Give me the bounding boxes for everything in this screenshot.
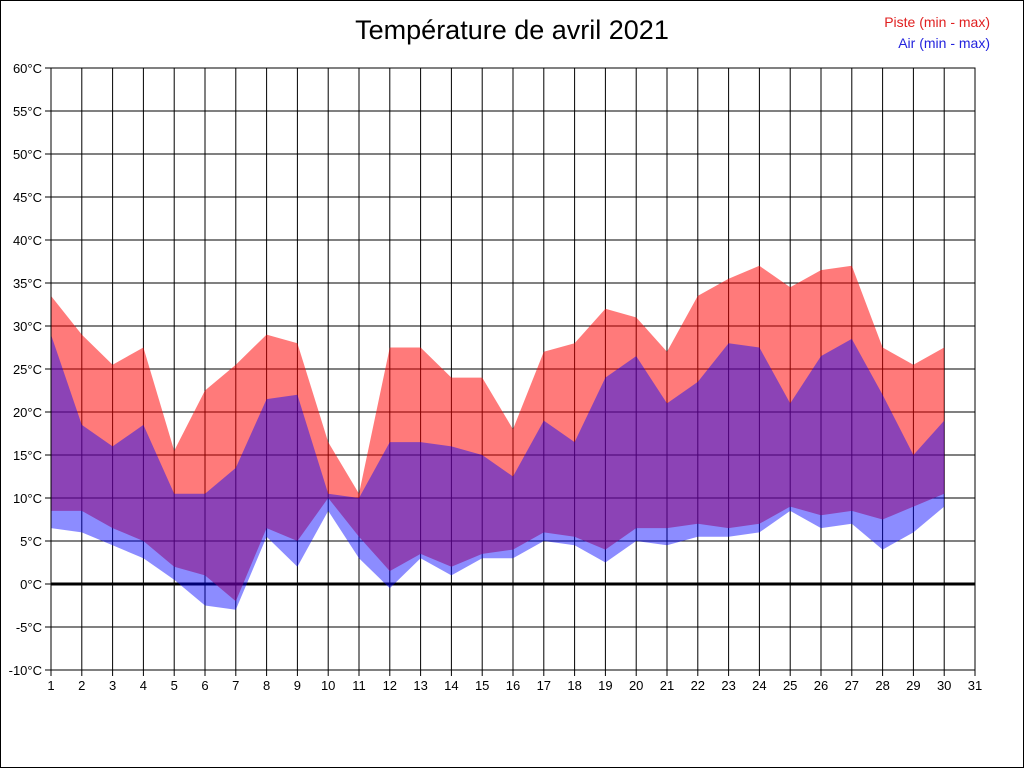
y-axis-label: 55°C — [13, 104, 42, 119]
x-axis-label: 1 — [47, 678, 54, 693]
x-axis-label: 17 — [537, 678, 551, 693]
x-axis-label: 27 — [845, 678, 859, 693]
y-axis-label: 20°C — [13, 405, 42, 420]
plot-border — [50, 67, 976, 671]
x-axis-label: 26 — [814, 678, 828, 693]
x-axis-label: 23 — [721, 678, 735, 693]
x-axis-label: 10 — [321, 678, 335, 693]
x-axis-label: 29 — [906, 678, 920, 693]
x-axis-label: 25 — [783, 678, 797, 693]
y-axis-label: 45°C — [13, 190, 42, 205]
y-axis-label: 0°C — [20, 577, 42, 592]
y-axis-label: 10°C — [13, 491, 42, 506]
x-axis-label: 3 — [109, 678, 116, 693]
axis-labels: 60°C55°C50°C45°C40°C35°C30°C25°C20°C15°C… — [9, 61, 983, 693]
legend-air-label: Air (min - max) — [898, 35, 990, 51]
x-axis-label: 15 — [475, 678, 489, 693]
x-axis-label: 22 — [691, 678, 705, 693]
y-axis-label: 30°C — [13, 319, 42, 334]
y-axis-label: -10°C — [9, 663, 42, 678]
legend-piste-label: Piste (min - max) — [884, 14, 990, 30]
x-axis-label: 20 — [629, 678, 643, 693]
y-axis-label: 25°C — [13, 362, 42, 377]
x-axis-label: 12 — [383, 678, 397, 693]
x-axis-label: 13 — [413, 678, 427, 693]
x-axis-label: 2 — [78, 678, 85, 693]
x-axis-label: 5 — [171, 678, 178, 693]
chart-legend: Piste (min - max) Air (min - max) — [884, 12, 990, 54]
piste-band — [51, 265, 945, 602]
x-axis-label: 24 — [752, 678, 766, 693]
chart-title: Température de avril 2021 — [355, 15, 669, 45]
y-axis-label: 40°C — [13, 233, 42, 248]
y-axis-label: 60°C — [13, 61, 42, 76]
x-axis-label: 16 — [506, 678, 520, 693]
x-axis-label: 14 — [444, 678, 458, 693]
y-axis-label: 5°C — [20, 534, 42, 549]
x-axis-label: 21 — [660, 678, 674, 693]
axis-ticks — [45, 67, 976, 676]
air-band — [51, 334, 945, 610]
y-axis-label: 50°C — [13, 147, 42, 162]
y-axis-label: 15°C — [13, 448, 42, 463]
y-axis-label: -5°C — [16, 620, 42, 635]
x-axis-label: 8 — [263, 678, 270, 693]
y-axis-label: 35°C — [13, 276, 42, 291]
x-axis-label: 19 — [598, 678, 612, 693]
x-axis-label: 7 — [232, 678, 239, 693]
x-axis-label: 6 — [201, 678, 208, 693]
x-axis-label: 30 — [937, 678, 951, 693]
x-axis-label: 11 — [352, 678, 366, 693]
x-axis-label: 9 — [294, 678, 301, 693]
x-axis-label: 31 — [968, 678, 982, 693]
x-axis-label: 18 — [567, 678, 581, 693]
x-axis-label: 4 — [140, 678, 147, 693]
x-axis-label: 28 — [875, 678, 889, 693]
